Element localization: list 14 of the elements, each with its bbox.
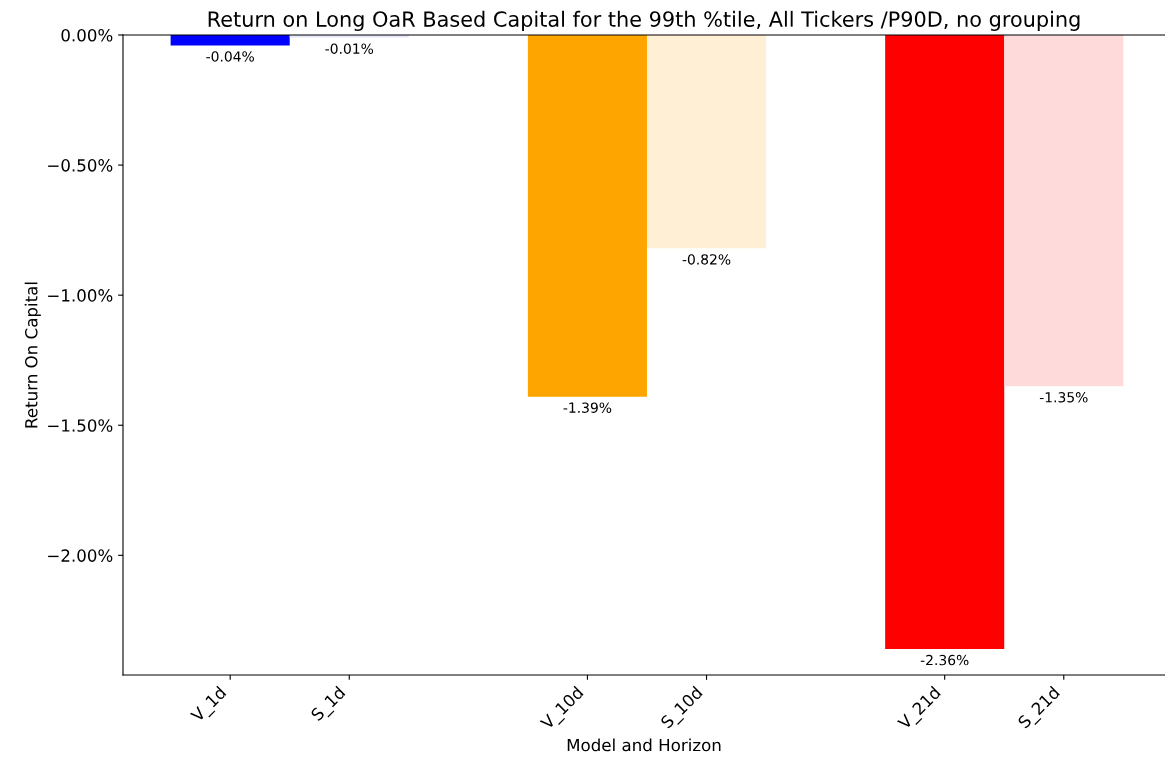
y-tick-label: −0.50%	[48, 159, 113, 172]
data-label: -0.01%	[325, 43, 374, 54]
data-label: -0.04%	[206, 51, 254, 62]
y-tick-label: 0.00%	[61, 28, 113, 42]
data-label: -0.82%	[682, 254, 731, 265]
y-tick-label: −2.00%	[48, 549, 113, 562]
x-axis-title: Model and Horizon	[567, 738, 721, 752]
data-label: -2.36%	[920, 654, 969, 666]
y-axis-title: Return On Capital	[24, 282, 41, 428]
y-tick-label: −1.50%	[48, 419, 113, 432]
data-label: -1.35%	[1039, 392, 1088, 403]
y-tick-label: −1.00%	[48, 289, 113, 302]
chart-title: Return on Long OaR Based Capital for the 99th %tile, All Tickers /P90D, no grouping	[208, 10, 1080, 31]
data-label: -1.39%	[563, 402, 612, 413]
